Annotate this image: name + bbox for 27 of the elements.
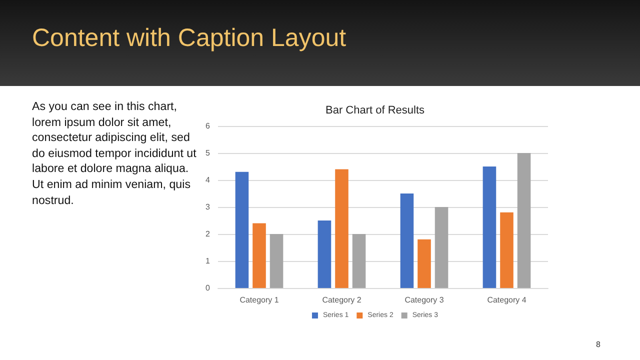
bar <box>252 223 266 288</box>
bar <box>335 169 348 288</box>
bar <box>434 207 448 288</box>
x-tick-label: Category 3 <box>404 296 444 304</box>
y-tick-label: 5 <box>206 148 211 158</box>
text: 8 <box>596 340 600 349</box>
y-tick-label: 1 <box>206 256 211 266</box>
x-tick-label: Category 1 <box>240 296 280 304</box>
x-tick-label: Category 2 <box>322 296 362 304</box>
bar <box>270 234 284 288</box>
bar <box>517 153 531 288</box>
bar <box>352 234 366 288</box>
y-tick-label: 3 <box>206 202 211 212</box>
bar <box>400 194 414 288</box>
y-tick-label: 6 <box>206 122 211 130</box>
y-tick-label: 0 <box>206 284 211 292</box>
text: As you can see in this chart, lorem ipsum dolor sit amet, consectetur adipiscing elit, sed do eiusmod tempor incididunt ut labore et dolore magna aliqua. Ut enim ad minim veniam, quis nostrud. <box>32 99 197 208</box>
chart-title: Bar Chart of Results <box>325 104 426 116</box>
x-tick-label: Category 4 <box>487 296 527 304</box>
bar <box>418 239 431 288</box>
y-tick-label: 2 <box>206 230 211 238</box>
bar <box>318 220 332 288</box>
y-tick-label: 4 <box>206 176 211 184</box>
bar <box>482 166 496 288</box>
bar <box>500 212 514 288</box>
text: Content with Caption Layout <box>32 24 346 53</box>
bar <box>235 172 249 288</box>
